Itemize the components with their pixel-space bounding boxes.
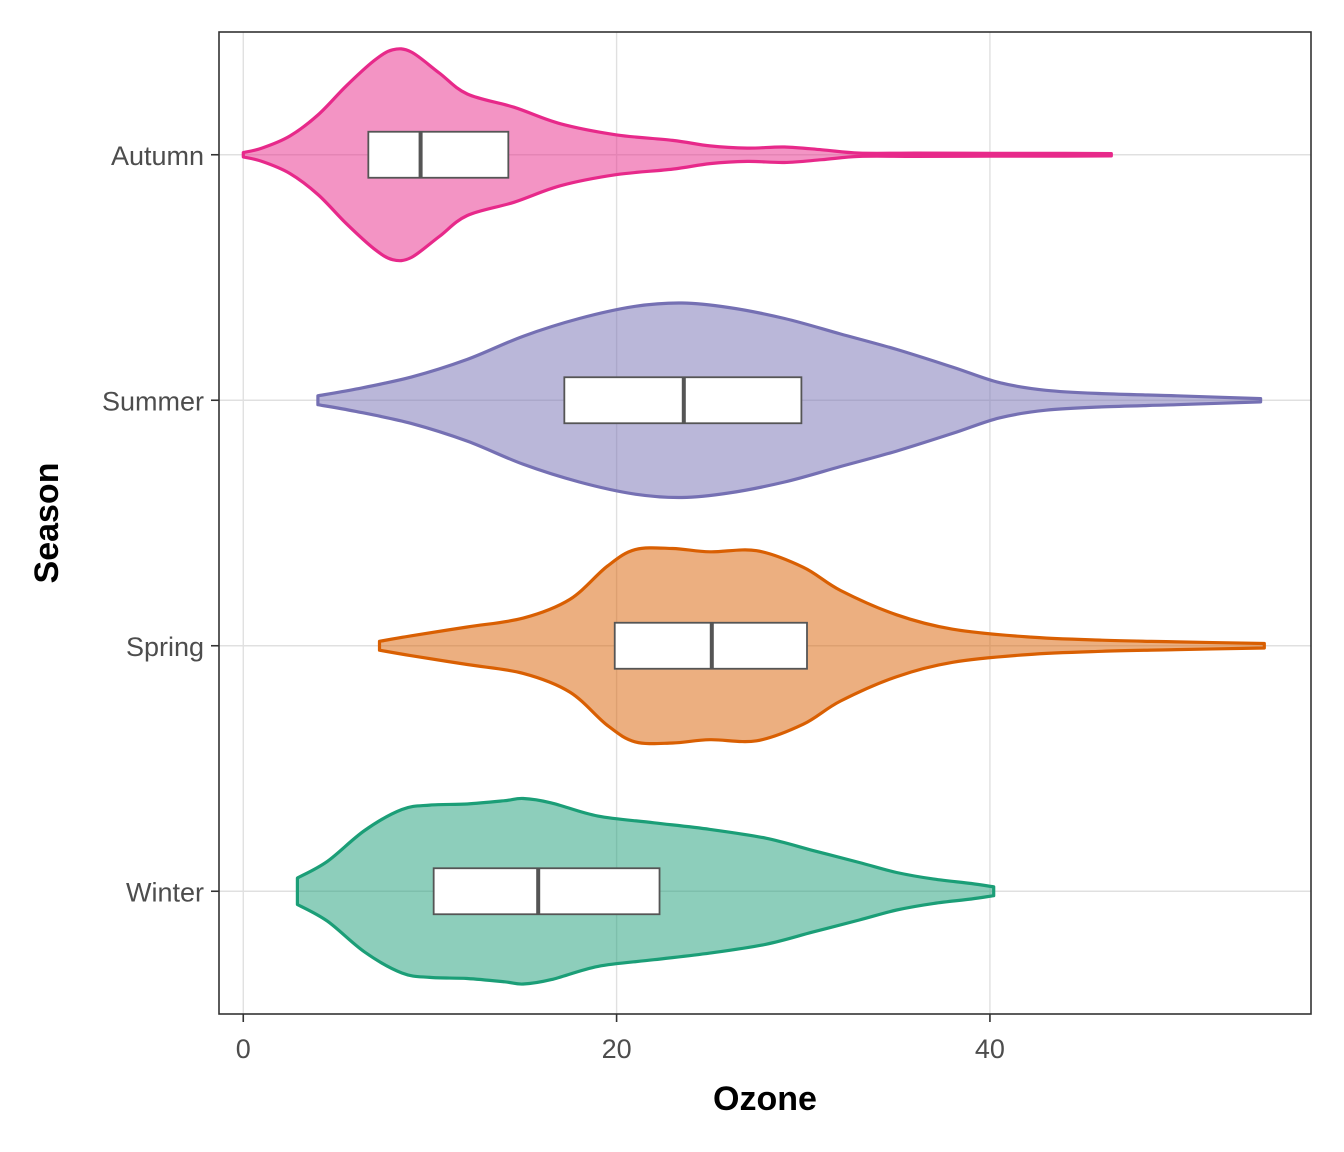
panel-border [218, 31, 1312, 1015]
violin-autumn [241, 47, 1113, 263]
violin-spring [377, 546, 1266, 746]
y-axis-title: Season [28, 463, 66, 584]
x-tick-label-40: 40 [975, 1034, 1005, 1064]
violins [241, 47, 1266, 986]
x-axis-title: Ozone [713, 1080, 817, 1118]
y-tick-label-summer: Summer [102, 386, 204, 416]
box-autumn [367, 130, 510, 179]
x-tick-label-0: 0 [236, 1034, 251, 1064]
box-winter [432, 867, 661, 916]
y-tick-label-winter: Winter [126, 877, 204, 907]
x-tick-label-20: 20 [602, 1034, 632, 1064]
y-axis: Autumn Summer Spring Winter [102, 141, 219, 907]
x-axis: 0 20 40 [236, 1014, 1005, 1064]
y-tick-label-spring: Spring [126, 632, 204, 662]
y-tick-label-autumn: Autumn [111, 141, 204, 171]
boxplots [367, 130, 808, 916]
